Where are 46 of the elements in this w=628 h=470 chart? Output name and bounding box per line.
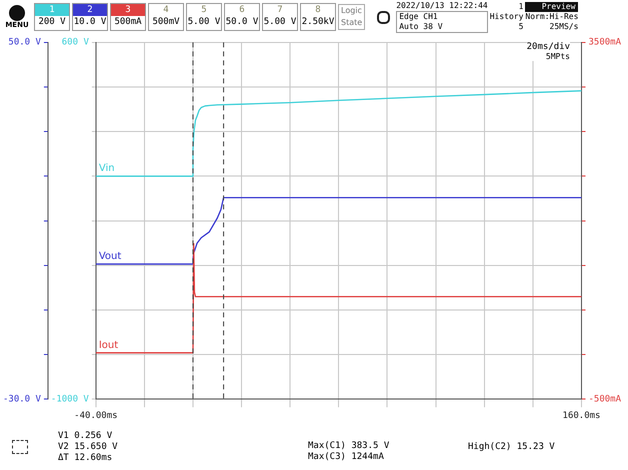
text: 7 xyxy=(263,4,297,16)
text: 1 xyxy=(35,4,69,16)
text: Max(C3) 1244mA xyxy=(308,452,385,463)
text: 8 xyxy=(301,4,335,16)
y2-tick-label: 50.0 V xyxy=(8,38,42,48)
y-tick-label: 600 V xyxy=(62,38,90,48)
text: 200 V xyxy=(37,16,67,28)
x-tick-label: 160.0ms xyxy=(562,410,600,421)
text: V2 15.650 V xyxy=(58,442,119,452)
series-label: Vin xyxy=(98,163,115,174)
annotation: 20ms/div xyxy=(526,42,570,52)
annotation: 5MPts xyxy=(544,52,570,61)
y3-tick-label: -500mA xyxy=(588,394,622,405)
text: 500mA xyxy=(113,16,143,28)
text: 2022/10/13 12:22:44 xyxy=(396,1,488,11)
text: 2.50kV xyxy=(301,16,335,28)
text: 5 xyxy=(187,4,221,16)
text: 10.0 V xyxy=(73,16,107,28)
text: Preview xyxy=(525,2,578,12)
text: History xyxy=(490,12,524,22)
text: Logic xyxy=(341,5,362,17)
text: 25MS/s xyxy=(548,22,578,32)
text: 1 xyxy=(518,2,524,12)
text: Max(C1) 383.5 V xyxy=(308,441,390,452)
text: 4 xyxy=(149,4,183,16)
series-label: Vout xyxy=(98,251,122,262)
text: 50.0 V xyxy=(225,16,259,28)
text: 2 xyxy=(73,4,107,16)
text: 5 xyxy=(518,22,524,32)
text: 5.00 V xyxy=(263,16,297,28)
text: V1 0.256 V xyxy=(58,430,114,442)
series-label: Iout xyxy=(98,340,118,351)
y-tick-label: -1000 V xyxy=(50,394,90,405)
text: 6 xyxy=(225,4,259,16)
text: 500mV xyxy=(151,16,181,28)
text: 3 xyxy=(111,4,145,16)
text: Auto 38 V xyxy=(399,22,444,32)
x-tick-label: -40.00ms xyxy=(74,410,118,421)
text: Edge CH1 xyxy=(399,12,439,22)
y3-tick-label: 3500mA xyxy=(588,38,622,48)
text: ΔT 12.60ms xyxy=(58,452,114,464)
y2-tick-label: -30.0 V xyxy=(2,394,42,405)
text: State xyxy=(341,17,362,29)
text: High(C2) 15.23 V xyxy=(468,442,555,452)
text: 5.00 V xyxy=(187,16,221,28)
text: Norm:Hi-Res xyxy=(525,12,578,22)
